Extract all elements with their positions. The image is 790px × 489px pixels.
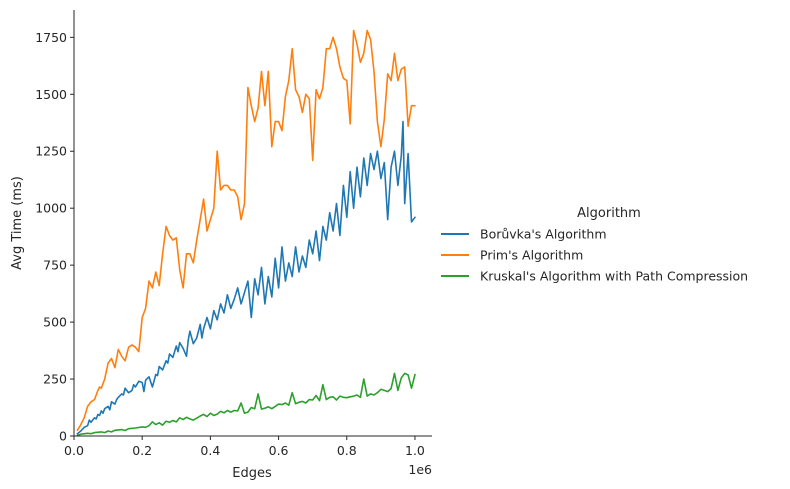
y-tick-label: 0 — [59, 429, 67, 444]
y-tick-label: 500 — [43, 315, 67, 330]
y-tick-label: 250 — [43, 372, 67, 387]
x-tick-label: 0.8 — [337, 443, 357, 458]
x-tick-label: 1.0 — [405, 443, 425, 458]
y-tick-label: 1750 — [35, 30, 67, 45]
y-tick-label: 1000 — [35, 201, 67, 216]
x-ticks: 0.0 0.2 0.4 0.6 0.8 1.0 — [64, 436, 425, 458]
legend-label-prim: Prim's Algorithm — [480, 248, 583, 263]
legend-label-boruvka: Borůvka's Algorithm — [480, 227, 607, 242]
y-tick-label: 1500 — [35, 87, 67, 102]
x-tick-label: 0.2 — [132, 443, 152, 458]
y-tick-label: 750 — [43, 258, 67, 273]
y-tick-label: 1250 — [35, 144, 67, 159]
y-axis-label: Avg Time (ms) — [10, 176, 25, 270]
x-tick-label: 0.4 — [200, 443, 220, 458]
series-line-kruskal — [76, 372, 416, 437]
legend-title: Algorithm — [577, 206, 641, 221]
x-tick-label: 0.0 — [64, 443, 84, 458]
series-line-prim — [76, 29, 416, 432]
legend-label-kruskal: Kruskal's Algorithm with Path Compressio… — [480, 269, 748, 284]
x-axis-offset-label: 1e6 — [408, 462, 432, 477]
x-axis-label: Edges — [232, 466, 272, 481]
plot-lines — [76, 29, 416, 437]
x-tick-label: 0.6 — [269, 443, 289, 458]
y-ticks: 0 250 500 750 1000 1250 1500 1750 — [35, 30, 74, 444]
legend: Algorithm Borůvka's Algorithm Prim's Algo… — [441, 206, 748, 284]
series-line-boruvka — [76, 120, 416, 435]
